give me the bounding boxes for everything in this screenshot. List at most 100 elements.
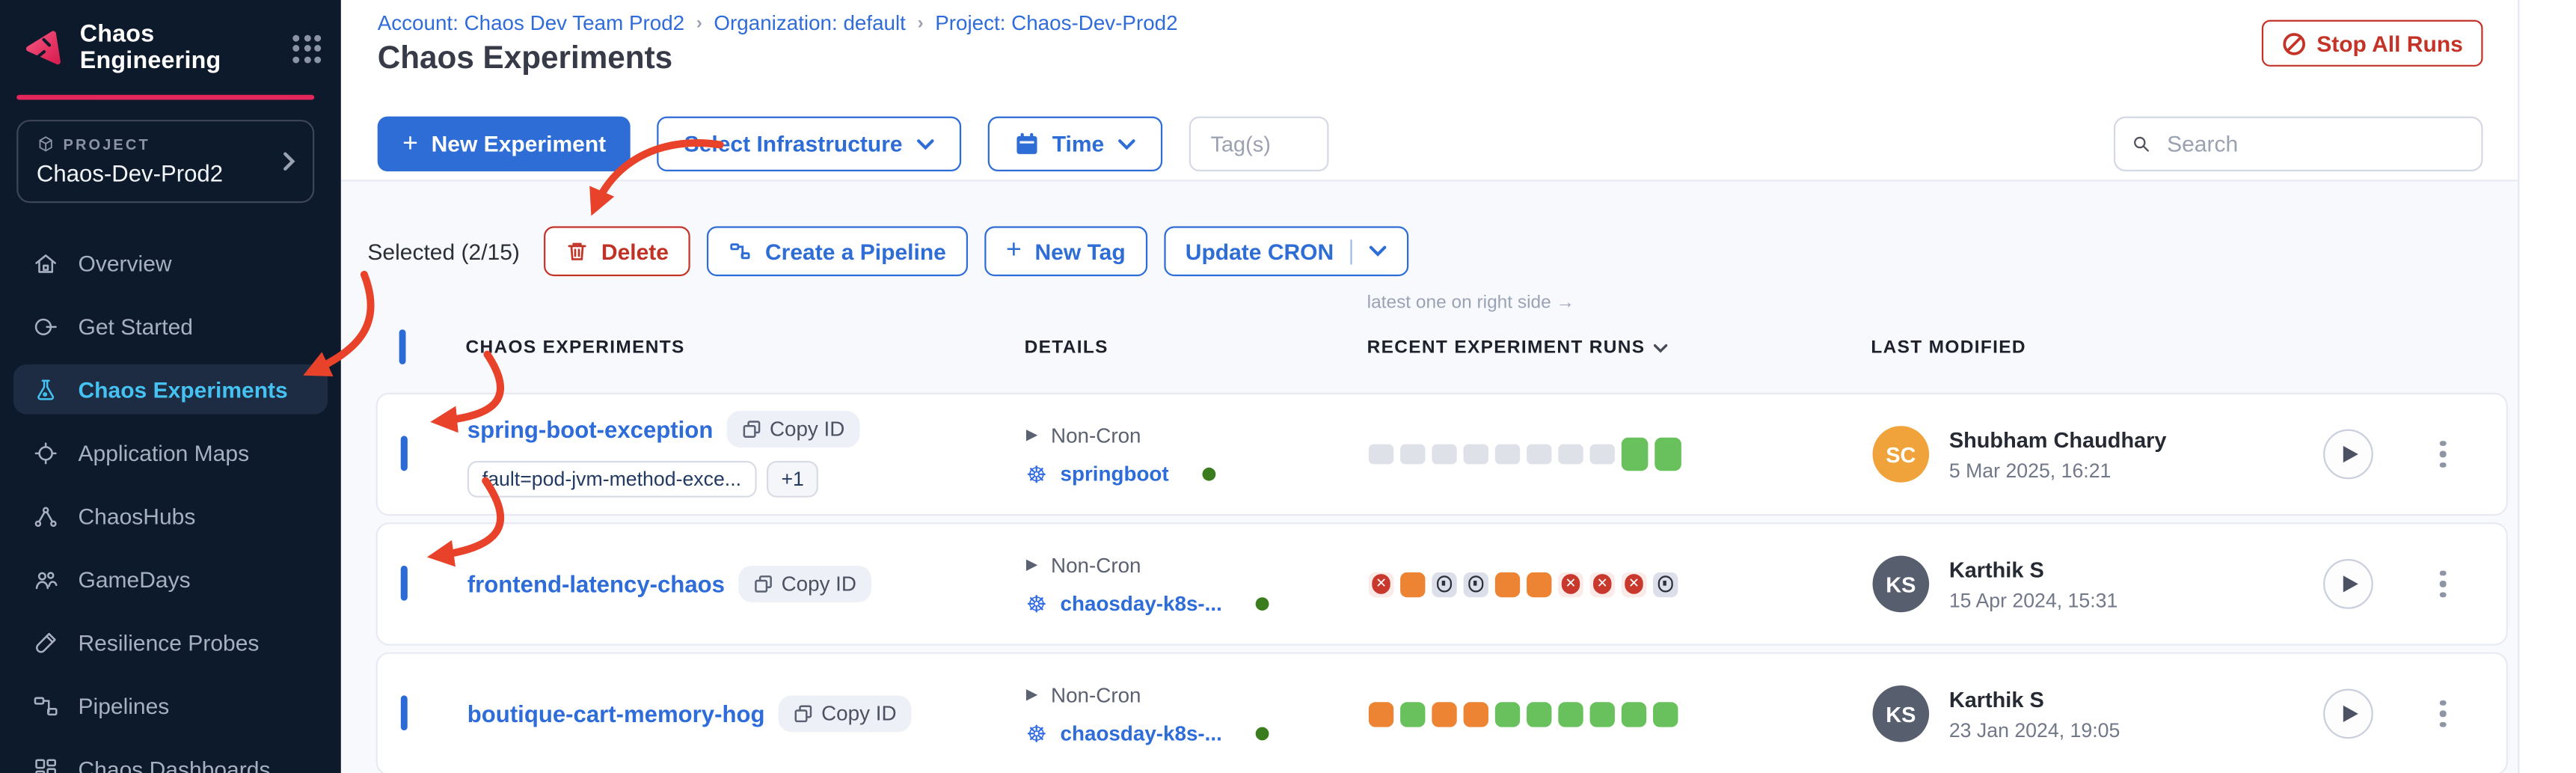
run-indicator-failed[interactable]: ✕ — [1558, 571, 1583, 597]
modified-date: 15 Apr 2024, 15:31 — [1948, 587, 2118, 612]
breadcrumb-project-link[interactable]: Project: Chaos-Dev-Prod2 — [935, 11, 1178, 35]
run-indicator-gray[interactable] — [1432, 444, 1457, 465]
infrastructure-info: ☸ chaosday-k8s-... — [1026, 591, 1369, 615]
run-indicator-orange[interactable] — [1400, 571, 1426, 597]
row-checkbox[interactable] — [400, 695, 408, 731]
new-tag-button[interactable]: + New Tag — [984, 226, 1147, 277]
experiment-name-link[interactable]: frontend-latency-chaos — [467, 570, 725, 598]
run-indicator-green[interactable] — [1400, 701, 1426, 727]
delete-button[interactable]: Delete — [543, 226, 690, 277]
copy-id-button[interactable]: Copy ID — [778, 695, 912, 733]
project-selector[interactable]: PROJECT Chaos-Dev-Prod2 — [16, 120, 315, 204]
schedule-info[interactable]: ▶ Non-Cron — [1026, 553, 1369, 576]
row-checkbox[interactable] — [400, 436, 408, 471]
run-experiment-button[interactable] — [2323, 559, 2373, 609]
sidebar-item-get-started[interactable]: Get Started — [13, 301, 328, 351]
infrastructure-link[interactable]: chaosday-k8s-... — [1060, 721, 1222, 745]
expand-triangle-icon: ▶ — [1025, 685, 1038, 703]
module-grid-icon[interactable] — [292, 34, 322, 63]
sidebar-item-pipelines[interactable]: Pipelines — [13, 680, 328, 730]
extra-tags-chip[interactable]: +1 — [766, 460, 819, 498]
failed-x-icon: ✕ — [1561, 574, 1580, 594]
run-indicator-failed[interactable]: ✕ — [1621, 571, 1647, 597]
trash-icon — [567, 242, 586, 260]
run-indicator-gray[interactable] — [1589, 444, 1615, 465]
run-indicator-green[interactable] — [1527, 701, 1552, 727]
sidebar-item-label: GameDays — [78, 566, 191, 592]
experiment-name-link[interactable]: spring-boot-exception — [467, 415, 714, 443]
recent-runs-strip — [1368, 701, 1873, 727]
copy-id-button[interactable]: Copy ID — [737, 565, 871, 602]
run-indicator-green[interactable] — [1494, 701, 1521, 727]
tag-chip: fault=pod-jvm-method-exce... — [467, 460, 757, 498]
stop-icon — [2283, 32, 2305, 55]
copy-id-button[interactable]: Copy ID — [726, 411, 860, 448]
recent-runs-strip — [1368, 437, 1873, 471]
row-menu-button[interactable] — [2433, 434, 2453, 474]
avatar: KS — [1872, 555, 1930, 613]
table-header-row: CHAOS EXPERIMENTS DETAILS RECENT EXPERIM… — [375, 326, 2507, 370]
run-indicator-gray[interactable] — [1494, 444, 1521, 465]
run-indicator-gray[interactable] — [1400, 444, 1426, 465]
run-indicator-failed[interactable]: ✕ — [1589, 571, 1615, 597]
run-indicator-stopped[interactable] — [1432, 571, 1457, 597]
app-title: Chaos Engineering — [79, 21, 221, 76]
update-cron-button[interactable]: Update CRON — [1163, 226, 1409, 277]
sidebar-item-chaoshubs[interactable]: ChaosHubs — [13, 491, 328, 541]
schedule-info[interactable]: ▶ Non-Cron — [1026, 424, 1369, 447]
scrollbar-gutter[interactable] — [2518, 0, 2576, 773]
run-experiment-button[interactable] — [2323, 429, 2373, 480]
row-menu-button[interactable] — [2433, 694, 2453, 734]
run-indicator-green-tall[interactable] — [1655, 437, 1681, 471]
run-indicator-green[interactable] — [1589, 701, 1615, 727]
sidebar-item-resilience-probes[interactable]: Resilience Probes — [13, 617, 328, 667]
experiment-name-link[interactable]: boutique-cart-memory-hog — [467, 700, 765, 727]
row-menu-button[interactable] — [2433, 564, 2453, 605]
run-indicator-stopped[interactable] — [1463, 571, 1488, 597]
infrastructure-link[interactable]: chaosday-k8s-... — [1060, 591, 1222, 615]
sidebar-item-chaos-dashboards[interactable]: Chaos Dashboards — [13, 744, 328, 773]
schedule-info[interactable]: ▶ Non-Cron — [1026, 683, 1369, 706]
tags-filter-input[interactable] — [1207, 129, 1310, 159]
plus-icon: + — [1005, 236, 1022, 265]
infrastructure-link[interactable]: springboot — [1060, 461, 1169, 486]
run-indicator-orange[interactable] — [1494, 571, 1521, 597]
search-input[interactable] — [2163, 129, 2465, 159]
run-indicator-green[interactable] — [1621, 701, 1647, 727]
select-all-checkbox[interactable] — [399, 329, 406, 364]
run-indicator-green-tall[interactable] — [1621, 437, 1649, 471]
run-indicator-gray[interactable] — [1368, 444, 1394, 465]
modifier-name: Karthik S — [1948, 686, 2044, 712]
failed-x-icon: ✕ — [1624, 574, 1644, 594]
run-indicator-orange[interactable] — [1463, 701, 1488, 727]
col-header-runs[interactable]: RECENT EXPERIMENT RUNS — [1367, 337, 1871, 358]
sidebar-item-application-maps[interactable]: Application Maps — [13, 427, 328, 477]
create-pipeline-button[interactable]: Create a Pipeline — [707, 226, 968, 277]
time-filter-dropdown[interactable]: Time — [987, 116, 1163, 172]
run-indicator-orange[interactable] — [1527, 571, 1552, 597]
stop-all-runs-button[interactable]: Stop All Runs — [2261, 19, 2483, 67]
run-indicator-gray[interactable] — [1463, 444, 1488, 465]
run-indicator-green[interactable] — [1653, 701, 1678, 727]
select-infrastructure-dropdown[interactable]: Select Infrastructure — [657, 116, 961, 172]
run-indicator-gray[interactable] — [1527, 444, 1552, 465]
run-indicator-orange[interactable] — [1432, 701, 1457, 727]
run-indicator-orange[interactable] — [1368, 701, 1394, 727]
run-indicator-gray[interactable] — [1558, 444, 1583, 465]
run-indicator-failed[interactable]: ✕ — [1368, 571, 1394, 597]
sidebar-item-gamedays[interactable]: GameDays — [13, 554, 328, 604]
run-indicator-green[interactable] — [1558, 701, 1583, 727]
experiment-row: spring-boot-exception Copy ID fault=pod-… — [375, 392, 2508, 516]
new-experiment-button[interactable]: + New Experiment — [377, 116, 631, 172]
stopped-icon — [1436, 575, 1453, 592]
sidebar-item-overview[interactable]: Overview — [13, 238, 328, 288]
sidebar-item-chaos-experiments[interactable]: Chaos Experiments — [13, 364, 328, 415]
row-checkbox[interactable] — [400, 565, 408, 601]
run-indicator-stopped[interactable] — [1653, 571, 1678, 597]
breadcrumb-org-link[interactable]: Organization: default — [714, 11, 906, 35]
breadcrumb-account-link[interactable]: Account: Chaos Dev Team Prod2 — [377, 11, 685, 35]
online-status-dot — [1255, 596, 1269, 610]
schedule-type: Non-Cron — [1051, 423, 1141, 447]
run-experiment-button[interactable] — [2323, 688, 2373, 739]
